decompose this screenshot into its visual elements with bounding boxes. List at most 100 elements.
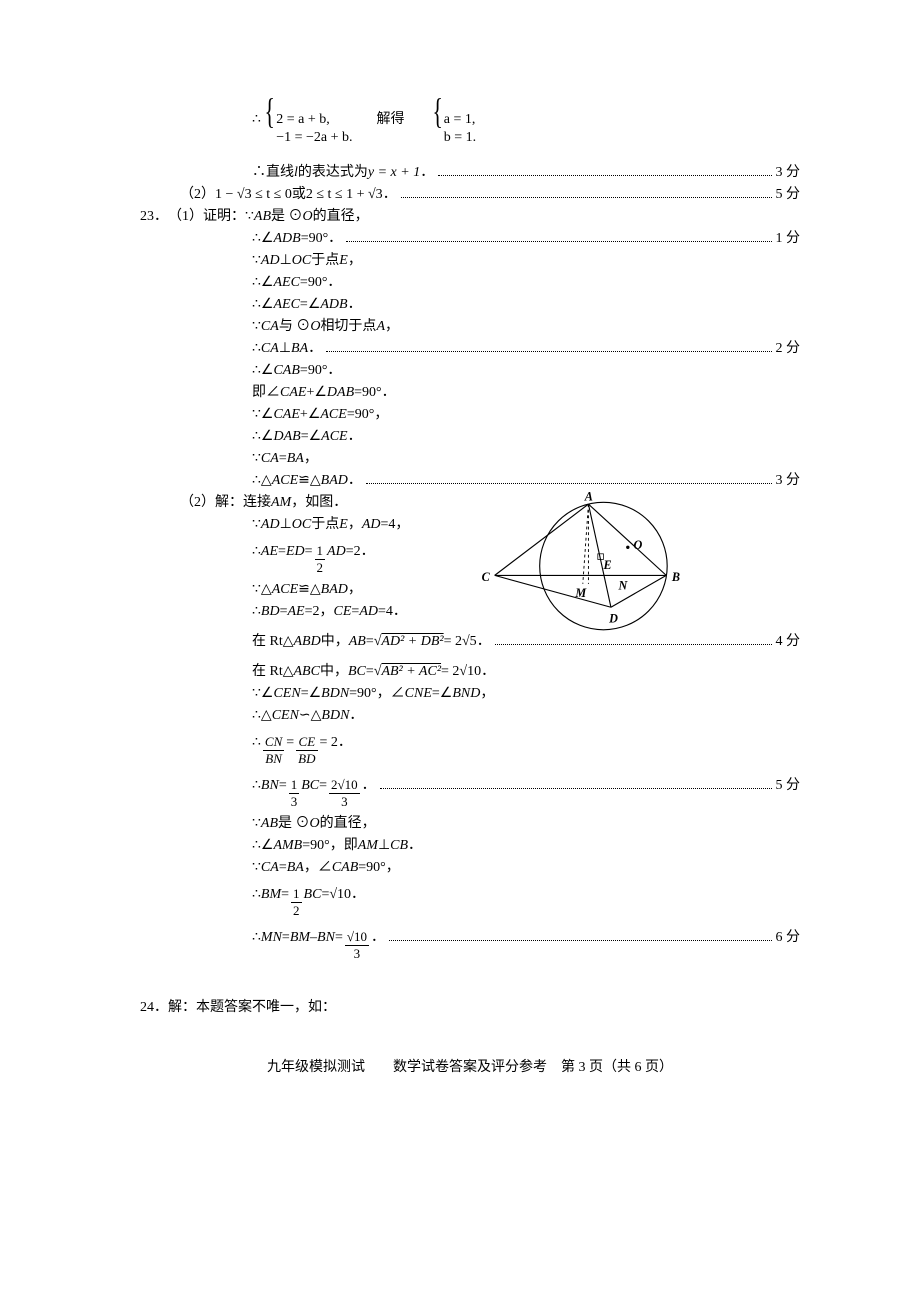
l2-v2: OC — [292, 253, 311, 269]
p2l9-n1: CN — [263, 734, 284, 751]
p2l12-m: =90°，即 — [302, 834, 358, 854]
p2l1-v3: AD — [362, 517, 381, 533]
p2l6-mid: 中， — [320, 660, 348, 680]
p2l8-mid: ∽△ — [299, 707, 322, 724]
l9-v2: ACE — [320, 407, 346, 423]
svg-text:C: C — [482, 570, 491, 584]
l4-end: ． — [348, 293, 362, 313]
p2l10-d2: 3 — [329, 794, 360, 810]
p2l3-v1: ACE — [272, 582, 298, 598]
p2l4-v3: CE — [334, 604, 352, 620]
p2l7-m2: =90°，∠ — [349, 682, 405, 702]
p2l10-end: ． — [362, 769, 376, 803]
geometry-diagram: ABCDMNEO — [460, 491, 700, 641]
l6-pre: ∴ — [252, 340, 261, 357]
l9-v1: CAE — [273, 407, 299, 423]
p2l7-m3: =∠ — [432, 685, 452, 702]
p2l9-end: ． — [338, 726, 352, 760]
p2l5-eq: = — [366, 634, 374, 650]
p2l4-e4: =4． — [378, 600, 407, 620]
p2l2-AE: AE — [261, 535, 278, 569]
p2l10-n2: 2√10 — [329, 777, 360, 794]
p2l1-E: E — [339, 517, 348, 533]
l4-mid: =∠ — [300, 296, 320, 313]
p2l7-v3: CNE — [405, 686, 432, 702]
q23-t2: 是 ⊙ — [271, 205, 303, 225]
l11-v2: BA — [287, 451, 304, 467]
p2l4-e1: = — [280, 604, 288, 620]
l2-post: 于点 — [311, 249, 339, 269]
q23-AB: AB — [254, 209, 271, 225]
l12-v1: ACE — [272, 473, 298, 489]
q24-num: 24． — [140, 996, 168, 1016]
p2l4-pre: ∴ — [252, 603, 261, 620]
p2l5-score: 4 分 — [776, 630, 801, 650]
p2l13-e1: = — [279, 860, 287, 876]
p2l13-v3: CAB — [332, 860, 358, 876]
p2l4-v4: AD — [359, 604, 378, 620]
p2l3-pre: ∵△ — [252, 581, 272, 598]
l8-v2: DAB — [327, 385, 354, 401]
p2l9-eq1: = — [286, 726, 294, 760]
svg-text:E: E — [602, 558, 611, 572]
l11-mid: = — [279, 451, 287, 467]
p2l6-BC: BC — [348, 664, 366, 680]
p2l15-pre: ∴ — [252, 921, 261, 955]
l10-v2: ACE — [321, 429, 347, 445]
p2l6-pre: 在 Rt△ — [252, 660, 294, 680]
l1-post: =90°． — [301, 227, 343, 247]
l10-mid: =∠ — [301, 428, 321, 445]
l3-pre: ∴∠ — [252, 274, 273, 291]
p2l6-eq2: = 2√10 — [441, 664, 481, 680]
eq-s1: a = 1, — [444, 111, 476, 129]
p2l9-eq2: = 2 — [320, 726, 338, 760]
l8-pre: 即∠ — [252, 381, 280, 401]
svg-text:B: B — [671, 570, 680, 584]
q22-2-mid: 或 — [292, 183, 306, 203]
eq-s2: b = 1. — [444, 129, 476, 147]
q22-2-e1: 1 − √3 ≤ t ≤ 0 — [215, 187, 292, 203]
p2l5-mid: 中， — [321, 630, 349, 650]
l2-E: E — [339, 253, 348, 269]
p2l12-v1: AM — [358, 838, 378, 854]
p2l10-eq1: = — [279, 769, 287, 803]
p2l13-c: ，∠ — [304, 856, 332, 876]
p2l11-O: O — [310, 816, 320, 832]
p2l1-v2: OC — [292, 517, 311, 533]
p2l14-BM: BM — [261, 878, 281, 912]
p2l7-m1: =∠ — [301, 685, 321, 702]
p2l2-fn: 1 — [315, 543, 326, 560]
p2l11-mid: 是 ⊙ — [278, 812, 310, 832]
q22-2-score: 5 分 — [776, 183, 801, 203]
l6-mid: ⊥ — [279, 340, 291, 357]
p2l10-BC: BC — [301, 769, 319, 803]
l2-v1: AD — [261, 253, 280, 269]
l12-score: 3 分 — [776, 469, 801, 489]
l7-pre: ∴∠ — [252, 362, 273, 379]
p2l7-v4: BND — [452, 686, 480, 702]
p2l2-eq2: = — [305, 535, 313, 569]
p2l6-sq: AB² + AC² — [381, 664, 441, 679]
p2l10-BN: BN — [261, 769, 279, 803]
p2l11-end: 的直径， — [320, 812, 376, 832]
l7-post: =90°． — [300, 359, 342, 379]
p2l3-v2: BAD — [321, 582, 348, 598]
p2l9-n2: CE — [296, 734, 317, 751]
l10-v1: DAB — [273, 429, 300, 445]
q23-num: 23． — [140, 205, 168, 225]
l1-pre: ∴∠ — [252, 230, 273, 247]
line-l-score: 3 分 — [776, 161, 801, 181]
l2-pre: ∵ — [252, 252, 261, 269]
p2l13-pre: ∵ — [252, 859, 261, 876]
p2l10-n1: 1 — [289, 777, 300, 794]
l1-v: ADB — [273, 231, 300, 247]
p2l14-n1: 1 — [291, 886, 302, 903]
p2l13-v1: CA — [261, 860, 279, 876]
p2l15-n: √10 — [345, 929, 369, 946]
p2l3-mid: ≌△ — [298, 581, 321, 598]
l1-score: 1 分 — [776, 227, 801, 247]
p2l12-end: ． — [408, 834, 422, 854]
l8-post: =90°． — [354, 381, 396, 401]
p2l8-pre: ∴△ — [252, 707, 272, 724]
l4-v1: AEC — [273, 297, 299, 313]
